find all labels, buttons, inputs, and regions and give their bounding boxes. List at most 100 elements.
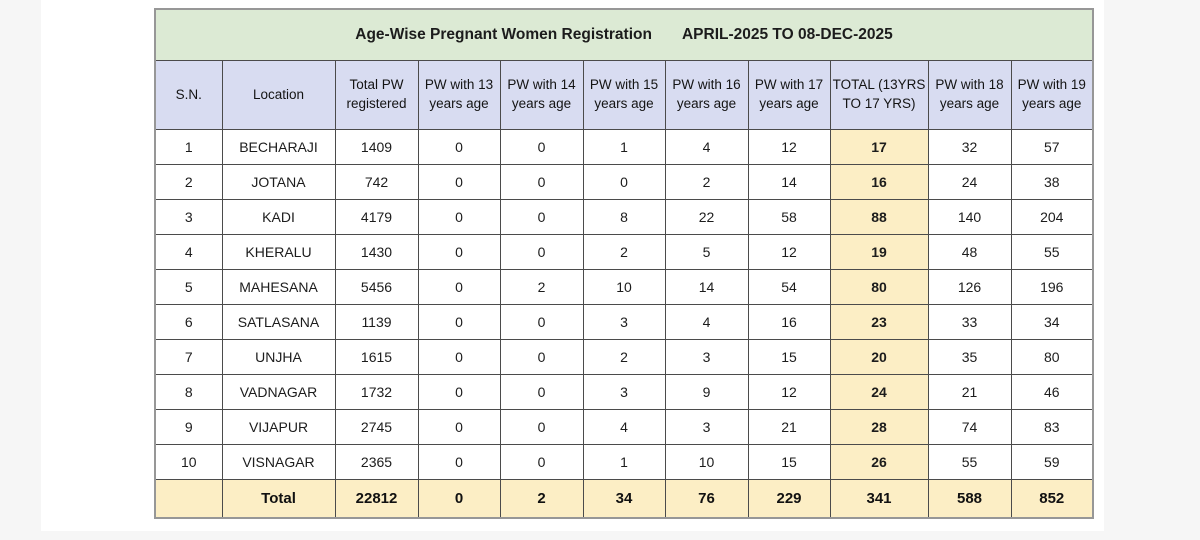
row-total-cell: 80 bbox=[829, 269, 929, 305]
table-cell: 0 bbox=[499, 444, 584, 480]
table-cell: 35 bbox=[927, 339, 1012, 375]
total-cell bbox=[154, 479, 223, 519]
table-cell: 0 bbox=[417, 234, 501, 270]
table-cell: 4 bbox=[582, 409, 666, 445]
table-cell: 5 bbox=[154, 269, 223, 305]
table-cell: 2 bbox=[664, 164, 749, 200]
table-cell: 0 bbox=[417, 374, 501, 410]
table-cell: 3 bbox=[664, 409, 749, 445]
table-cell: 1 bbox=[582, 444, 666, 480]
table-cell: 2 bbox=[499, 269, 584, 305]
col-header-pw13: PW with 13 years age bbox=[417, 60, 501, 130]
row-total-cell: 17 bbox=[829, 129, 929, 165]
table-cell: 4 bbox=[664, 129, 749, 165]
table-cell: JOTANA bbox=[221, 164, 336, 200]
table-cell: 1139 bbox=[334, 304, 419, 340]
total-cell: 229 bbox=[747, 479, 831, 519]
total-cell: 852 bbox=[1010, 479, 1094, 519]
table-cell: 742 bbox=[334, 164, 419, 200]
table-cell: 16 bbox=[747, 304, 831, 340]
table-cell: KHERALU bbox=[221, 234, 336, 270]
table-cell: 0 bbox=[417, 269, 501, 305]
table-cell: 15 bbox=[747, 339, 831, 375]
total-cell: 22812 bbox=[334, 479, 419, 519]
table-cell: 4 bbox=[154, 234, 223, 270]
row-total-cell: 26 bbox=[829, 444, 929, 480]
table-cell: KADI bbox=[221, 199, 336, 235]
table-cell: 10 bbox=[582, 269, 666, 305]
table-cell: 5 bbox=[664, 234, 749, 270]
table-cell: 15 bbox=[747, 444, 831, 480]
total-cell: 76 bbox=[664, 479, 749, 519]
table-cell: 2365 bbox=[334, 444, 419, 480]
table-row: 8 VADNAGAR 1732 0 0 3 9 12 24 21 46 bbox=[154, 374, 1094, 410]
table-body: 1 BECHARAJI 1409 0 0 1 4 12 17 32 57 2 JOTANA 742 0 0 0 2… bbox=[154, 129, 1094, 480]
row-total-cell: 23 bbox=[829, 304, 929, 340]
table-cell: 34 bbox=[1010, 304, 1094, 340]
table-cell: 4 bbox=[664, 304, 749, 340]
table-cell: 0 bbox=[499, 199, 584, 235]
column-header-row: S.N. Location Total PW registered PW wit… bbox=[154, 60, 1094, 130]
table-cell: 3 bbox=[582, 304, 666, 340]
table-cell: 58 bbox=[747, 199, 831, 235]
table-cell: 0 bbox=[417, 164, 501, 200]
table-cell: 33 bbox=[927, 304, 1012, 340]
table-cell: 32 bbox=[927, 129, 1012, 165]
total-cell: 0 bbox=[417, 479, 501, 519]
row-total-cell: 28 bbox=[829, 409, 929, 445]
table-cell: 83 bbox=[1010, 409, 1094, 445]
table-cell: 3 bbox=[582, 374, 666, 410]
table-cell: MAHESANA bbox=[221, 269, 336, 305]
report-title: Age-Wise Pregnant Women Registration APRI… bbox=[154, 8, 1094, 61]
table-cell: 12 bbox=[747, 129, 831, 165]
table-row: 5 MAHESANA 5456 0 2 10 14 54 80 126 196 bbox=[154, 269, 1094, 305]
report-title-text: Age-Wise Pregnant Women Registration bbox=[355, 26, 652, 43]
col-header-pw14: PW with 14 years age bbox=[499, 60, 584, 130]
row-total-cell: 24 bbox=[829, 374, 929, 410]
table-cell: SATLASANA bbox=[221, 304, 336, 340]
col-header-pw18: PW with 18 years age bbox=[927, 60, 1012, 130]
table-cell: 2745 bbox=[334, 409, 419, 445]
col-header-pw15: PW with 15 years age bbox=[582, 60, 666, 130]
table-cell: 38 bbox=[1010, 164, 1094, 200]
table-cell: 0 bbox=[499, 409, 584, 445]
total-cell: 588 bbox=[927, 479, 1012, 519]
table-cell: 3 bbox=[154, 199, 223, 235]
table-cell: 5456 bbox=[334, 269, 419, 305]
table-cell: 54 bbox=[747, 269, 831, 305]
table-cell: 6 bbox=[154, 304, 223, 340]
table-cell: VADNAGAR bbox=[221, 374, 336, 410]
table-cell: 0 bbox=[499, 339, 584, 375]
table-cell: 204 bbox=[1010, 199, 1094, 235]
table-cell: 80 bbox=[1010, 339, 1094, 375]
table-cell: 126 bbox=[927, 269, 1012, 305]
table-row: 7 UNJHA 1615 0 0 2 3 15 20 35 80 bbox=[154, 339, 1094, 375]
table-cell: 0 bbox=[499, 304, 584, 340]
table-cell: 0 bbox=[499, 234, 584, 270]
table-cell: UNJHA bbox=[221, 339, 336, 375]
table-cell: 22 bbox=[664, 199, 749, 235]
table-cell: 0 bbox=[417, 339, 501, 375]
col-header-total-pw: Total PW registered bbox=[334, 60, 419, 130]
table-cell: 3 bbox=[664, 339, 749, 375]
table-cell: 0 bbox=[417, 199, 501, 235]
col-header-pw17: PW with 17 years age bbox=[747, 60, 831, 130]
table-cell: 0 bbox=[417, 409, 501, 445]
table-row: 4 KHERALU 1430 0 0 2 5 12 19 48 55 bbox=[154, 234, 1094, 270]
table-cell: 1409 bbox=[334, 129, 419, 165]
table-cell: 14 bbox=[747, 164, 831, 200]
report-title-bar: Age-Wise Pregnant Women Registration APRI… bbox=[154, 8, 1094, 61]
total-cell: 2 bbox=[499, 479, 584, 519]
table-cell: BECHARAJI bbox=[221, 129, 336, 165]
total-cell: 341 bbox=[829, 479, 929, 519]
table-cell: 0 bbox=[499, 374, 584, 410]
table-cell: 12 bbox=[747, 234, 831, 270]
table-cell: 2 bbox=[582, 339, 666, 375]
table-cell: 9 bbox=[154, 409, 223, 445]
table-cell: 1615 bbox=[334, 339, 419, 375]
table-cell: 46 bbox=[1010, 374, 1094, 410]
row-total-cell: 20 bbox=[829, 339, 929, 375]
table-cell: 0 bbox=[499, 129, 584, 165]
table-cell: 8 bbox=[582, 199, 666, 235]
table-cell: 10 bbox=[664, 444, 749, 480]
